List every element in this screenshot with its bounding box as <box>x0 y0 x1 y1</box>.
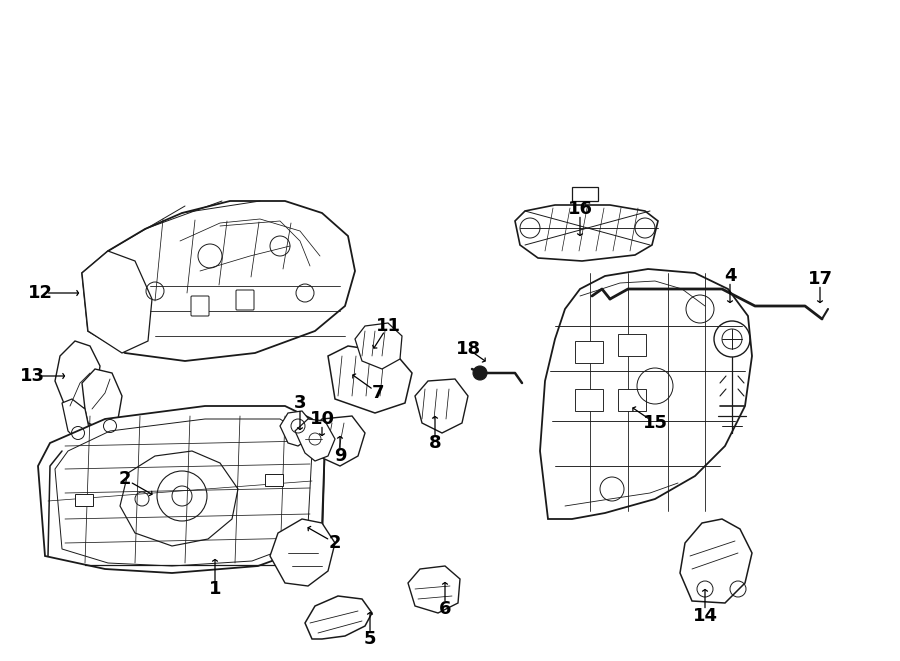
Text: 4: 4 <box>724 267 736 285</box>
Polygon shape <box>295 419 335 461</box>
Circle shape <box>473 366 487 380</box>
Text: 1: 1 <box>209 580 221 598</box>
Polygon shape <box>355 323 402 369</box>
Text: 13: 13 <box>20 367 44 385</box>
Text: 6: 6 <box>439 600 451 618</box>
Polygon shape <box>38 406 325 573</box>
Bar <box>572 187 598 201</box>
Polygon shape <box>55 419 312 566</box>
Text: 5: 5 <box>364 630 376 648</box>
Polygon shape <box>82 369 122 429</box>
Polygon shape <box>680 519 752 603</box>
Text: 12: 12 <box>28 284 52 302</box>
Bar <box>265 474 283 486</box>
Polygon shape <box>305 596 372 639</box>
Polygon shape <box>308 416 365 466</box>
Polygon shape <box>62 399 90 441</box>
Bar <box>75 494 93 506</box>
Text: 2: 2 <box>328 534 341 552</box>
Text: 16: 16 <box>568 200 592 218</box>
Bar <box>575 341 603 363</box>
Polygon shape <box>270 519 335 586</box>
Text: 9: 9 <box>334 447 346 465</box>
FancyBboxPatch shape <box>236 290 254 310</box>
Bar <box>618 334 646 356</box>
Text: 18: 18 <box>455 340 481 358</box>
Text: 11: 11 <box>375 317 401 335</box>
Text: 10: 10 <box>310 410 335 428</box>
Polygon shape <box>408 566 460 613</box>
Polygon shape <box>82 201 355 361</box>
Polygon shape <box>82 251 152 353</box>
FancyBboxPatch shape <box>191 296 209 316</box>
Text: 2: 2 <box>119 470 131 488</box>
Bar <box>575 389 603 411</box>
Polygon shape <box>328 346 412 413</box>
Polygon shape <box>55 341 100 411</box>
Bar <box>618 389 646 411</box>
Text: 17: 17 <box>807 270 833 288</box>
Polygon shape <box>415 379 468 433</box>
Text: 7: 7 <box>372 384 384 402</box>
Text: 14: 14 <box>692 607 717 625</box>
Text: 3: 3 <box>293 394 306 412</box>
Polygon shape <box>120 453 188 513</box>
Polygon shape <box>515 205 658 261</box>
Polygon shape <box>120 451 238 546</box>
Polygon shape <box>540 269 752 519</box>
Text: 8: 8 <box>428 434 441 452</box>
Text: 15: 15 <box>643 414 668 432</box>
Polygon shape <box>280 411 312 446</box>
